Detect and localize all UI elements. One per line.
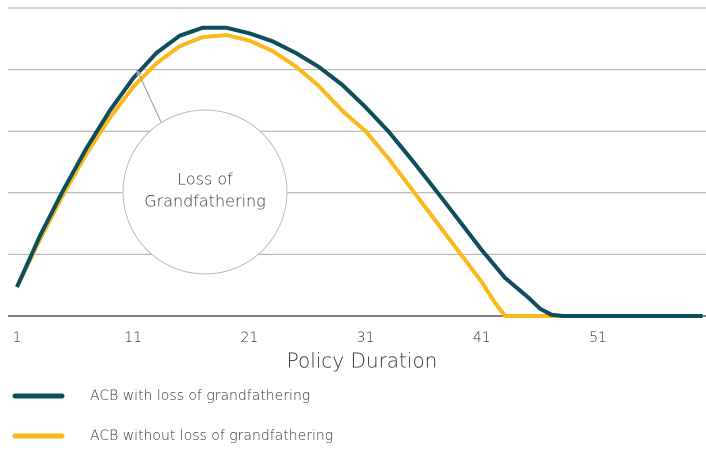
series-line: [15, 25, 703, 318]
x-axis-label: Policy Duration: [287, 349, 438, 373]
x-tick-label: 41: [473, 330, 491, 346]
annotation-arrow: [136, 69, 163, 125]
x-tick-label: 11: [124, 330, 142, 346]
x-tick-label: 1: [13, 330, 22, 346]
annotation-circle: [122, 109, 288, 275]
series-line: [15, 33, 703, 318]
legend-label: ACB without loss of grandfathering: [90, 428, 333, 444]
annotation-text: Grandfathering: [144, 192, 266, 211]
legend-label: ACB with loss of grandfathering: [90, 388, 310, 404]
x-tick-label: 31: [357, 330, 375, 346]
x-tick-label: 51: [589, 330, 607, 346]
x-tick-label: 21: [240, 330, 258, 346]
annotation-text: Loss of: [177, 170, 233, 189]
